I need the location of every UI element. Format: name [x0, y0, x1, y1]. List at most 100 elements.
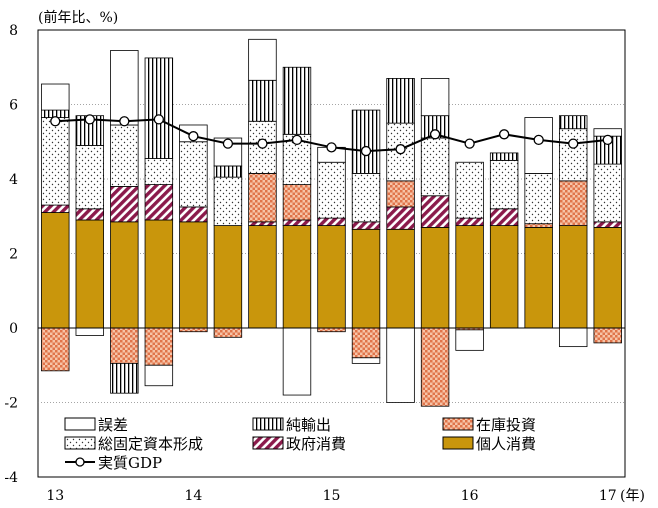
bar-segment-gfcf: [110, 124, 139, 187]
x-axis-ticks: 13 14 15 16 17: [46, 488, 616, 504]
bar-segment-consumption: [593, 227, 622, 329]
legend-label-inventory: 在庫投資: [476, 416, 536, 434]
bar-segment-netexp: [282, 66, 312, 135]
legend-item-consumption: 個人消費: [442, 435, 536, 453]
bar-segment-error: [41, 83, 70, 111]
gdp-point: [602, 134, 613, 146]
bar-segment-gfcf: [41, 117, 70, 206]
legend-label-error: 誤差: [98, 416, 128, 434]
bar-segment-consumption: [420, 227, 450, 329]
legend-swatch-netexp: [252, 417, 284, 431]
bar-segment-inventory: [524, 223, 553, 228]
gdp-point: [50, 116, 61, 127]
bar-segment-gov: [317, 217, 346, 226]
bar-segment-inventory: [213, 327, 243, 338]
bar-segment-consumption: [386, 228, 415, 329]
bar-segment-gov: [420, 195, 450, 228]
legend: 誤差 純輸出 在庫投資 総固定資本形成 政府消費 個人消費 実質GDP: [64, 416, 536, 472]
y-tick-label: 4: [9, 172, 18, 188]
bar-segment-error: [420, 78, 450, 117]
bars: [41, 38, 622, 407]
bar-segment-error: [386, 327, 415, 403]
bar-segment-inventory: [179, 327, 208, 333]
bar-segment-netexp: [351, 109, 381, 174]
bar-segment-error: [144, 364, 174, 387]
y-axis-ticks: -4 -2 0 2 4 6 8: [4, 23, 18, 486]
bar-segment-gfcf: [317, 161, 346, 219]
bar-segment-consumption: [317, 225, 346, 329]
bar-segment-consumption: [489, 225, 519, 329]
y-tick-label: 6: [9, 98, 18, 114]
legend-swatch-error: [64, 417, 96, 431]
gdp-point: [153, 114, 165, 125]
y-tick-label: -4: [4, 470, 18, 486]
gdp-line: [50, 114, 613, 157]
gdp-point: [291, 134, 303, 146]
bar-segment-gov: [489, 208, 519, 226]
bar-segment-error: [110, 50, 139, 126]
bar-segment-gfcf: [455, 161, 484, 219]
legend-swatch-gfcf: [64, 436, 96, 450]
gdp-point: [464, 138, 475, 149]
bar-segment-consumption: [455, 225, 484, 329]
bar-segment-inventory: [317, 327, 346, 333]
bar-segment-netexp: [110, 362, 139, 394]
legend-item-gov: 政府消費: [252, 435, 346, 453]
gdp-point: [395, 144, 406, 155]
bar-segment-gov: [351, 221, 381, 230]
x-unit-label: (年): [620, 488, 645, 504]
bar-segment-inventory: [351, 327, 381, 359]
bar-segment-gfcf: [351, 173, 381, 223]
legend-item-gfcf: 総固定資本形成: [64, 435, 203, 453]
bar-segment-consumption: [351, 228, 381, 329]
bar-segment-gfcf: [524, 173, 553, 225]
legend-label-netexp: 純輸出: [286, 416, 331, 434]
bar-segment-consumption: [558, 225, 588, 329]
y-tick-label: 2: [9, 247, 18, 263]
bar-segment-inventory: [144, 327, 174, 366]
bar-segment-gfcf: [213, 176, 243, 226]
legend-item-inventory: 在庫投資: [442, 416, 536, 434]
legend-item-gdp: 実質GDP: [65, 454, 162, 472]
bar-segment-consumption: [282, 225, 312, 329]
legend-item-error: 誤差: [64, 416, 128, 434]
legend-swatch-consumption: [442, 436, 474, 450]
legend-label-gfcf: 総固定資本形成: [98, 435, 203, 453]
gdp-point: [429, 129, 441, 140]
bar-segment-gov: [282, 219, 312, 226]
bar-segment-inventory: [386, 180, 415, 208]
bar-segment-inventory: [282, 184, 312, 221]
y-tick-label: 0: [9, 321, 18, 337]
x-tick-label: 15: [323, 488, 341, 504]
x-tick-label: 14: [184, 488, 202, 504]
bar-segment-error: [282, 327, 312, 396]
bar-segment-gov: [386, 206, 415, 230]
gdp-point: [119, 116, 130, 127]
bar-segment-inventory: [593, 327, 622, 344]
bar-segment-gfcf: [420, 137, 450, 197]
bar-segment-gov: [179, 206, 208, 223]
bar-segment-netexp: [144, 57, 174, 159]
legend-swatch-gov: [252, 436, 284, 450]
bar-segment-error: [524, 117, 553, 174]
bar-segment-inventory: [41, 327, 70, 372]
bar-segment-gov: [144, 184, 174, 221]
bar-segment-gfcf: [558, 128, 588, 182]
bar-segment-gfcf: [144, 158, 174, 185]
gdp-point: [188, 131, 199, 142]
bar-segment-consumption: [524, 227, 553, 329]
bar-segment-netexp: [489, 152, 519, 161]
legend-label-gov: 政府消費: [286, 435, 346, 453]
legend-marker-gdp: [75, 457, 85, 467]
gdp-point: [568, 138, 579, 149]
gdp-point: [257, 138, 268, 149]
x-tick-label: 13: [46, 488, 64, 504]
unit-label: (前年比、%): [38, 9, 118, 26]
bar-segment-gov: [75, 208, 105, 221]
bar-segment-netexp: [386, 78, 415, 124]
y-tick-label: 8: [9, 23, 18, 39]
gdp-point: [326, 142, 337, 153]
x-tick-label: 17: [599, 488, 617, 504]
legend-item-netexp: 純輸出: [252, 416, 331, 434]
